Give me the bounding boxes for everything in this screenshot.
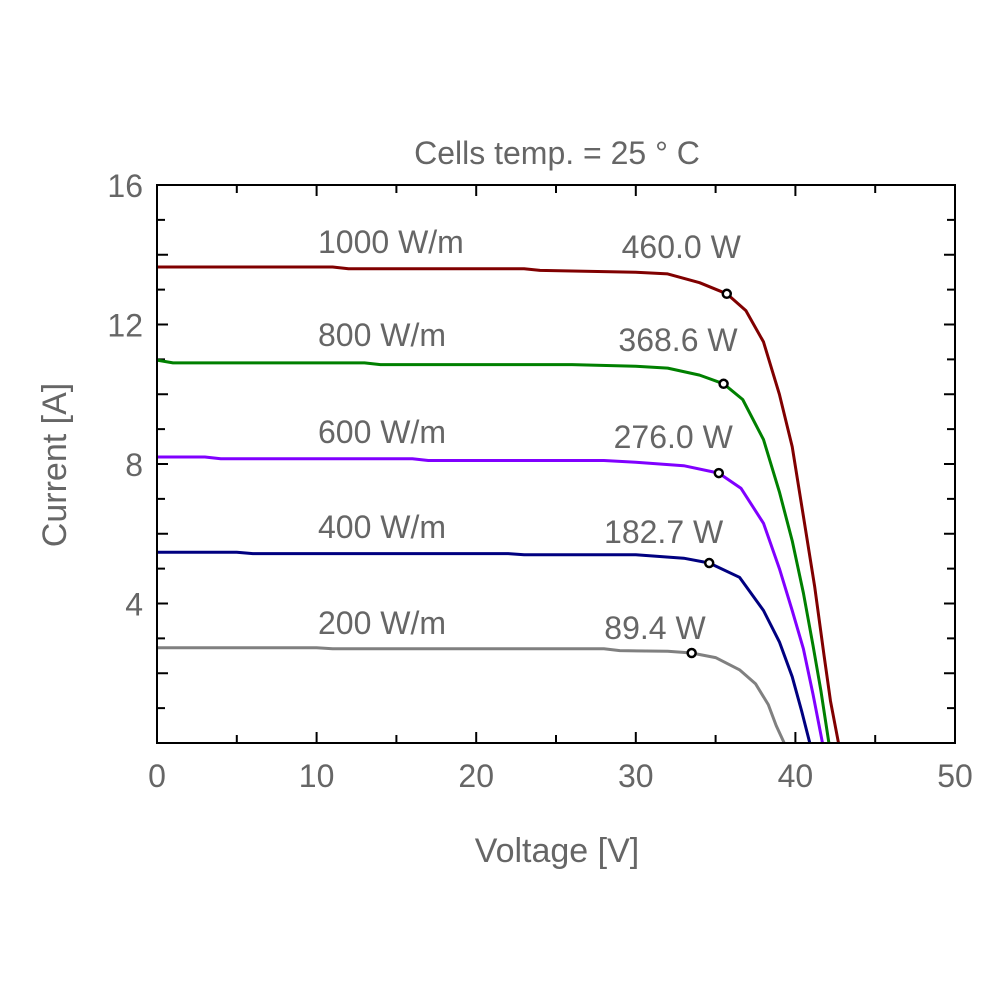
x-tick-label: 10 [299,758,335,794]
series-400: 400 W/m 182.7 W [157,509,812,744]
y-tick-label: 16 [107,168,143,204]
mpp-marker [718,378,729,390]
x-axis-label: Voltage [V] [475,832,639,870]
x-tick-label: 30 [618,758,654,794]
series-line [157,646,786,744]
mpp-marker [686,647,697,659]
irradiance-label: 600 W/m [318,414,446,450]
irradiance-label: 200 W/m [318,605,446,641]
series-800: 800 W/m 368.6 W [156,317,831,744]
series-line [157,455,824,744]
mpp-marker [713,467,725,479]
mpp-marker [721,288,733,300]
x-tick-label: 50 [937,758,973,794]
power-label: 460.0 W [622,229,742,265]
series-600: 600 W/m 276.0 W [157,414,824,744]
x-tick-label: 0 [148,758,166,794]
x-tick-label: 40 [778,758,814,794]
y-axis-label: Current [A] [36,383,74,547]
y-tick-label: 8 [125,447,143,483]
power-label: 368.6 W [618,322,738,358]
irradiance-label: 1000 W/m [318,224,464,260]
x-tick-label: 20 [458,758,494,794]
series-line [157,550,812,744]
power-label: 182.7 W [604,514,724,550]
chart-title: Cells temp. = 25 ° C [414,135,700,171]
irradiance-label: 400 W/m [318,509,446,545]
series-line [157,265,840,744]
irradiance-label: 800 W/m [318,317,446,353]
series-1000: 1000 W/m 460.0 W [157,224,840,744]
y-tick-label: 4 [125,587,143,623]
mpp-marker [703,557,715,569]
power-label: 276.0 W [614,419,734,455]
series-200: 200 W/m 89.4 W [157,605,786,744]
y-tick-label: 12 [107,308,143,344]
series-line [156,358,831,744]
plot-frame [156,184,956,744]
power-label: 89.4 W [604,610,706,646]
